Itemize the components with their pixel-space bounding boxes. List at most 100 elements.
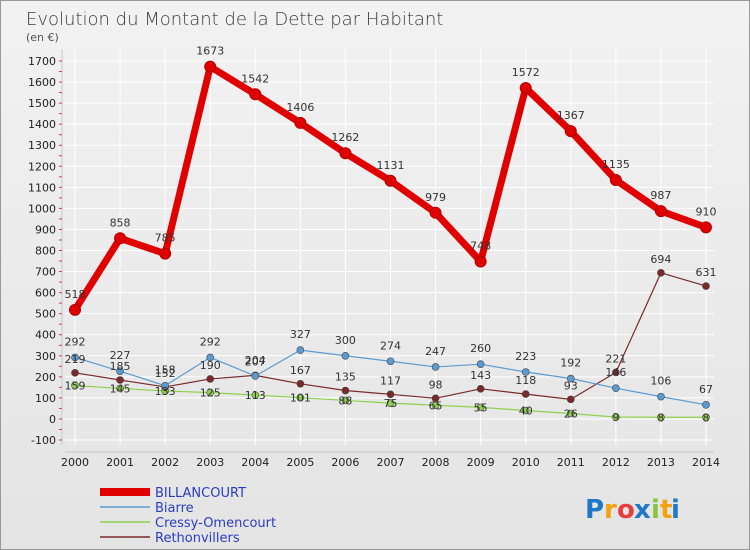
data-point xyxy=(476,360,485,369)
data-point xyxy=(702,282,710,290)
data-point xyxy=(386,399,395,407)
x-tick-label: 2012 xyxy=(602,456,630,469)
data-point xyxy=(702,401,710,409)
data-point xyxy=(609,173,622,186)
data-point xyxy=(159,247,172,260)
data-point xyxy=(431,363,440,371)
data-label: 979 xyxy=(425,191,446,204)
data-label: 694 xyxy=(650,253,671,266)
data-point xyxy=(206,353,215,362)
data-label: 987 xyxy=(650,189,671,202)
data-point xyxy=(474,255,487,268)
y-tick-label: 1500 xyxy=(28,97,56,110)
x-tick-label: 2008 xyxy=(422,456,450,469)
data-label: 1673 xyxy=(196,45,224,58)
data-label: 40 xyxy=(519,405,533,418)
data-label: 101 xyxy=(290,392,311,405)
chart-title: Evolution du Montant de la Dette par Hab… xyxy=(26,9,443,30)
data-label: 223 xyxy=(515,350,536,363)
data-point xyxy=(386,390,395,399)
data-label: 631 xyxy=(696,266,717,279)
y-tick-label: 1400 xyxy=(28,118,56,131)
legend-label-2: Cressy-Omencourt xyxy=(155,516,276,531)
data-label: 219 xyxy=(65,353,86,366)
data-label: 158 xyxy=(155,364,176,377)
data-label: 1542 xyxy=(241,72,269,85)
data-point xyxy=(249,88,262,101)
data-label: 858 xyxy=(110,216,131,229)
data-label: 143 xyxy=(470,369,491,382)
data-label: 192 xyxy=(560,357,581,370)
data-label: 117 xyxy=(380,374,401,387)
logo-letter: i xyxy=(671,495,680,525)
y-tick-label: 200 xyxy=(35,371,56,384)
data-label: 88 xyxy=(338,394,352,407)
data-label: 1367 xyxy=(557,109,585,122)
data-label: 159 xyxy=(65,379,86,392)
data-point xyxy=(71,381,79,390)
x-tick-label: 2003 xyxy=(196,456,224,469)
data-label: 1262 xyxy=(331,131,359,144)
logo-letter: r xyxy=(604,495,617,525)
data-point xyxy=(521,368,530,376)
x-tick-label: 2004 xyxy=(241,456,269,469)
data-label: 67 xyxy=(699,383,713,396)
data-point xyxy=(521,390,530,398)
y-tick-label: 1100 xyxy=(28,181,56,194)
data-point xyxy=(566,374,575,383)
data-label-layer: 159 145 133 125 113 101 88 75 65 55 40 26 9 8 82191851… xyxy=(65,45,717,425)
logo-letter: i xyxy=(651,495,660,525)
data-point xyxy=(657,413,665,422)
y-tick-label: 900 xyxy=(35,223,56,236)
logo-letter: x xyxy=(634,495,651,525)
data-label: 9 xyxy=(612,411,619,424)
data-label: 8 xyxy=(657,411,664,424)
data-label: 75 xyxy=(384,397,398,410)
y-tick-label: 1600 xyxy=(28,76,56,89)
data-label: 113 xyxy=(245,389,266,402)
legend-label-3: Rethonvillers xyxy=(155,531,240,546)
data-label: 300 xyxy=(335,334,356,347)
data-label: 133 xyxy=(155,385,176,398)
data-label: 118 xyxy=(515,374,536,387)
x-tick-label: 2011 xyxy=(557,456,585,469)
data-point xyxy=(339,147,352,160)
data-point xyxy=(204,60,217,73)
y-tick-label: 1300 xyxy=(28,139,56,152)
logo-letter: o xyxy=(617,495,635,525)
data-point xyxy=(476,403,485,412)
data-point xyxy=(69,303,81,316)
data-point xyxy=(657,392,665,401)
data-point xyxy=(206,375,215,383)
y-tick-label: 300 xyxy=(35,350,56,363)
data-label: 125 xyxy=(200,387,221,400)
data-point xyxy=(296,379,305,388)
data-label: 1131 xyxy=(377,159,405,172)
data-point xyxy=(114,232,127,245)
data-point xyxy=(116,367,124,375)
data-point xyxy=(384,174,397,187)
y-tick-label: 400 xyxy=(35,329,56,342)
data-point xyxy=(612,384,620,393)
data-point xyxy=(564,125,577,138)
x-tick-label: 2013 xyxy=(647,456,675,469)
x-tick-label: 2000 xyxy=(61,456,89,469)
data-label: 190 xyxy=(200,359,221,372)
data-point xyxy=(206,388,215,397)
data-point xyxy=(294,116,307,129)
data-point xyxy=(612,368,620,377)
x-tick-label: 2002 xyxy=(151,456,179,469)
y-tick-label: 1700 xyxy=(28,55,56,68)
data-point xyxy=(71,369,79,377)
data-point xyxy=(519,81,532,94)
data-point xyxy=(71,353,79,362)
chart-subtitle: (en €) xyxy=(26,31,59,44)
data-label: 8 xyxy=(703,411,710,424)
data-label: 152 xyxy=(155,367,176,380)
data-label: 135 xyxy=(335,371,356,384)
data-label: 785 xyxy=(155,232,176,245)
y-tick-label: 800 xyxy=(35,245,56,258)
y-tick-label: 600 xyxy=(35,287,56,300)
data-label: 106 xyxy=(650,375,671,388)
